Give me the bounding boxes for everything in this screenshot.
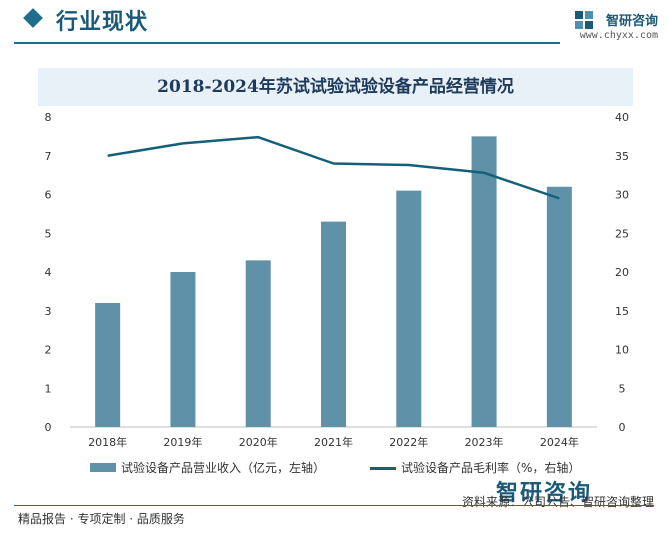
header-divider (14, 42, 560, 44)
y-right-tick-label: 20 (615, 266, 629, 279)
y-right-tick-label: 30 (615, 189, 629, 202)
y-left-tick-label: 5 (45, 227, 52, 240)
chart-title: 2018-2024年苏试试验试验设备产品经营情况 (157, 77, 514, 97)
brand-logo-icon (575, 11, 593, 29)
y-right-tick-label: 40 (615, 111, 629, 124)
y-left-tick-label: 7 (45, 150, 52, 163)
section-title: 行业现状 (56, 10, 149, 35)
x-tick-label: 2023年 (465, 435, 504, 449)
bar (471, 136, 497, 427)
x-tick-label: 2021年 (314, 435, 353, 449)
brand: 智研咨询 www.chyxx.com (568, 4, 658, 48)
legend-bar-label: 试验设备产品营业收入（亿元，左轴） (121, 461, 326, 475)
bar (396, 190, 422, 427)
legend-bar-swatch (90, 463, 116, 472)
x-tick-label: 2019年 (163, 435, 202, 449)
x-tick-label: 2022年 (389, 435, 428, 449)
y-left-tick-label: 4 (45, 266, 52, 279)
header: 行业现状 智研咨询 www.chyxx.com (0, 0, 668, 50)
chart-title-band: 2018-2024年苏试试验试验设备产品经营情况 (38, 68, 633, 106)
bar (245, 260, 271, 427)
x-tick-label: 2024年 (540, 435, 579, 449)
y-right-tick-label: 10 (615, 344, 629, 357)
y-right-tick-label: 5 (619, 382, 626, 395)
footer-tagline: 精品报告 · 专项定制 · 品质服务 (18, 512, 185, 526)
y-right-tick-label: 15 (615, 305, 629, 318)
y-left-tick-label: 3 (45, 305, 52, 318)
legend-line-swatch (370, 467, 396, 470)
footer-source: 资料来源：公司公告、智研咨询整理 (461, 495, 654, 509)
bar (546, 186, 572, 427)
legend: 试验设备产品营业收入（亿元，左轴） 试验设备产品毛利率（%，右轴） (0, 458, 668, 478)
y-right-tick-label: 25 (615, 227, 629, 240)
bar (170, 272, 196, 427)
x-tick-label: 2018年 (88, 435, 127, 449)
footer-divider (14, 505, 654, 506)
y-left-tick-label: 0 (45, 421, 52, 434)
y-left-tick-label: 2 (45, 344, 52, 357)
brand-name: 智研咨询 (605, 14, 658, 29)
bar (321, 221, 346, 427)
y-left-tick-label: 6 (45, 189, 52, 202)
x-tick-label: 2020年 (239, 435, 278, 449)
brand-url: www.chyxx.com (579, 30, 658, 41)
y-left-tick-label: 8 (45, 111, 52, 124)
legend-line-label: 试验设备产品毛利率（%，右轴） (401, 461, 581, 475)
footer-brand: 智研咨询 (496, 481, 593, 506)
y-left-tick-label: 1 (45, 382, 52, 395)
bar (95, 303, 121, 427)
y-right-tick-label: 35 (615, 150, 629, 163)
y-right-tick-label: 0 (619, 421, 626, 434)
